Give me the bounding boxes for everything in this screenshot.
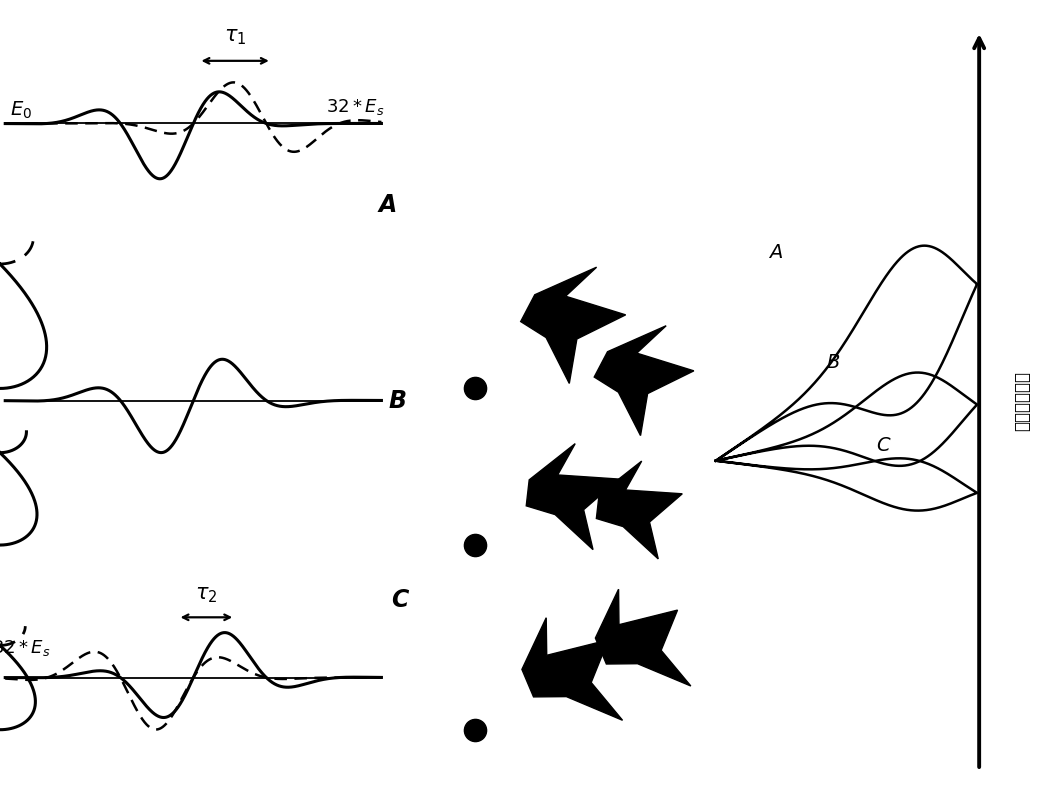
Text: $32 * E_s$: $32 * E_s$: [326, 97, 385, 116]
Text: $E_0$: $E_0$: [9, 99, 32, 120]
Text: $\boldsymbol{C}$: $\boldsymbol{C}$: [391, 587, 410, 611]
Text: $\tau_2$: $\tau_2$: [195, 585, 217, 605]
Text: $A$: $A$: [768, 243, 783, 262]
Text: 高次谐波频率: 高次谐波频率: [1013, 371, 1031, 431]
Text: $32 * E_s$: $32 * E_s$: [0, 638, 50, 657]
Text: $\boldsymbol{A}$: $\boldsymbol{A}$: [376, 192, 397, 217]
Polygon shape: [520, 268, 626, 384]
Text: $B$: $B$: [826, 353, 840, 372]
Polygon shape: [595, 326, 694, 436]
Text: $\tau_1$: $\tau_1$: [224, 27, 247, 47]
Text: $C$: $C$: [876, 435, 891, 455]
Polygon shape: [521, 618, 623, 720]
Polygon shape: [596, 589, 691, 687]
Polygon shape: [597, 461, 682, 559]
Text: $\boldsymbol{B}$: $\boldsymbol{B}$: [388, 389, 407, 413]
Polygon shape: [527, 444, 619, 550]
